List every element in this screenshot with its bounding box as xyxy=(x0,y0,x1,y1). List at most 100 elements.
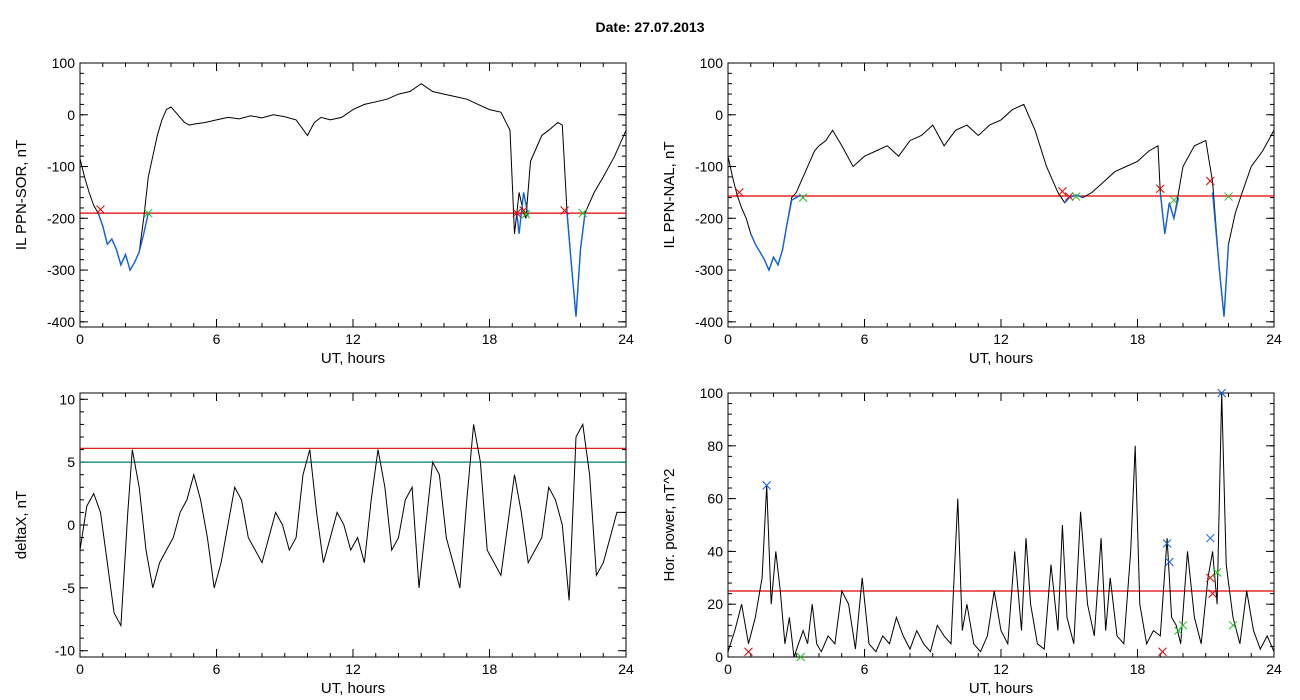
marker-green-1 xyxy=(798,193,808,202)
x-tick-label: 12 xyxy=(345,331,361,347)
x-tick-label: 24 xyxy=(618,661,634,677)
y-tick-label: 80 xyxy=(707,438,723,454)
marker-red-5 xyxy=(1155,184,1165,194)
x-axis-label: UT, hours xyxy=(321,350,385,367)
y-axis-label: deltaX, nT xyxy=(13,491,30,559)
marker-red-2 xyxy=(512,208,522,218)
marker-green-7 xyxy=(1178,620,1188,630)
marker-blue-4 xyxy=(1164,557,1174,567)
marker-green-4 xyxy=(521,209,531,219)
marker-green-13 xyxy=(1228,620,1238,630)
x-tick-label: 18 xyxy=(482,331,498,347)
highlight-segment-1 xyxy=(1064,194,1084,204)
plot-area xyxy=(80,83,626,317)
plot-area xyxy=(728,103,1274,317)
series-line-0 xyxy=(80,83,626,317)
y-tick-label: 0 xyxy=(67,517,75,533)
marker-green-2 xyxy=(796,652,806,662)
y-tick-label: 10 xyxy=(59,391,75,407)
x-tick-label: 6 xyxy=(213,661,221,677)
plot-frame xyxy=(727,62,1275,328)
y-tick-label: 0 xyxy=(715,107,723,123)
x-tick-label: 6 xyxy=(861,331,869,347)
y-tick-label: 0 xyxy=(715,649,723,665)
x-tick-label: 12 xyxy=(993,331,1009,347)
highlight-segment-0 xyxy=(97,212,149,272)
marker-blue-3 xyxy=(1162,539,1172,548)
y-tick-label: 40 xyxy=(707,543,723,559)
plot-frame xyxy=(727,392,1275,658)
y-axis-label: Hor. power, nT^2 xyxy=(661,469,678,582)
y-tick-label: -100 xyxy=(47,159,75,175)
chart-panel-top-left: 0 6 12 18 24 -400 -300 -200 -100 0 100 UT, hours IL … xyxy=(13,55,634,367)
marker-red-0 xyxy=(96,205,105,214)
highlight-segment-3 xyxy=(1211,192,1230,317)
x-tick-label: 6 xyxy=(213,331,221,347)
marker-red-3 xyxy=(1064,192,1074,201)
marker-red-0 xyxy=(735,188,744,197)
x-tick-label: 24 xyxy=(1266,661,1282,677)
x-axis-label: UT, hours xyxy=(321,680,385,697)
y-tick-label: -10 xyxy=(55,643,75,659)
marker-red-7 xyxy=(1205,176,1215,186)
marker-blue-0 xyxy=(762,481,772,490)
chart-panel-bottom-left: 0 6 12 18 24 -10 -5 0 5 10 UT, hours deltaX, nT xyxy=(13,391,634,697)
chart-panel-bottom-right: 0 6 12 18 24 0 20 40 60 80 100 UT, hours Hor. power,… xyxy=(661,385,1282,697)
y-tick-label: -400 xyxy=(47,314,75,330)
marker-blue-12 xyxy=(1217,388,1227,398)
y-tick-label: -200 xyxy=(47,210,75,226)
y-tick-label: 60 xyxy=(707,491,723,507)
marker-blue-8 xyxy=(1205,533,1215,543)
x-tick-label: 0 xyxy=(76,661,84,677)
highlight-segment-2 xyxy=(1159,192,1180,234)
y-tick-label: -300 xyxy=(695,262,723,278)
x-axis-label: UT, hours xyxy=(969,680,1033,697)
marker-red-5 xyxy=(560,206,569,215)
y-tick-label: 20 xyxy=(707,596,723,612)
x-tick-label: 18 xyxy=(482,661,498,677)
x-tick-label: 24 xyxy=(618,331,634,347)
plot-area xyxy=(80,422,626,628)
y-tick-label: -400 xyxy=(695,314,723,330)
y-axis-label: IL PPN-NAL, nT xyxy=(661,142,678,249)
marker-green-6 xyxy=(578,208,588,218)
marker-red-1 xyxy=(744,647,753,657)
marker-green-4 xyxy=(1071,192,1081,201)
x-tick-label: 6 xyxy=(861,661,869,677)
x-tick-label: 0 xyxy=(724,661,732,677)
x-tick-label: 0 xyxy=(724,331,732,347)
x-tick-label: 18 xyxy=(1130,331,1146,347)
x-axis-label: UT, hours xyxy=(969,350,1033,367)
y-tick-label: 0 xyxy=(67,107,75,123)
plot-frame xyxy=(79,62,627,328)
x-tick-label: 0 xyxy=(76,331,84,347)
highlight-segment-2 xyxy=(566,210,586,317)
marker-red-9 xyxy=(1205,573,1215,583)
highlight-segment-0 xyxy=(750,194,802,273)
marker-red-2 xyxy=(1058,187,1067,196)
plot-frame xyxy=(79,392,627,658)
x-tick-label: 24 xyxy=(1266,331,1282,347)
y-tick-label: -5 xyxy=(63,580,76,596)
marker-green-8 xyxy=(1224,192,1233,201)
y-tick-label: -300 xyxy=(47,262,75,278)
marker-red-5 xyxy=(1158,647,1167,657)
figure-title: Date: 27.07.2013 xyxy=(595,19,705,35)
y-tick-label: 100 xyxy=(700,55,724,71)
x-tick-label: 12 xyxy=(993,661,1009,677)
plot-area xyxy=(728,393,1274,657)
y-axis-label: IL PPN-SOR, nT xyxy=(13,140,30,250)
marker-red-10 xyxy=(1208,589,1217,598)
chart-panel-top-right: 0 6 12 18 24 -400 -300 -200 -100 0 100 UT, hours IL … xyxy=(661,55,1282,367)
y-tick-label: 5 xyxy=(67,454,75,470)
marker-green-6 xyxy=(1169,195,1179,205)
x-tick-label: 18 xyxy=(1130,661,1146,677)
marker-green-11 xyxy=(1212,568,1222,577)
y-tick-label: 100 xyxy=(700,385,724,401)
x-tick-label: 12 xyxy=(345,661,361,677)
y-tick-label: -200 xyxy=(695,210,723,226)
series-line-0 xyxy=(728,393,1274,657)
marker-green-1 xyxy=(143,208,153,218)
series-line-0 xyxy=(728,103,1274,317)
